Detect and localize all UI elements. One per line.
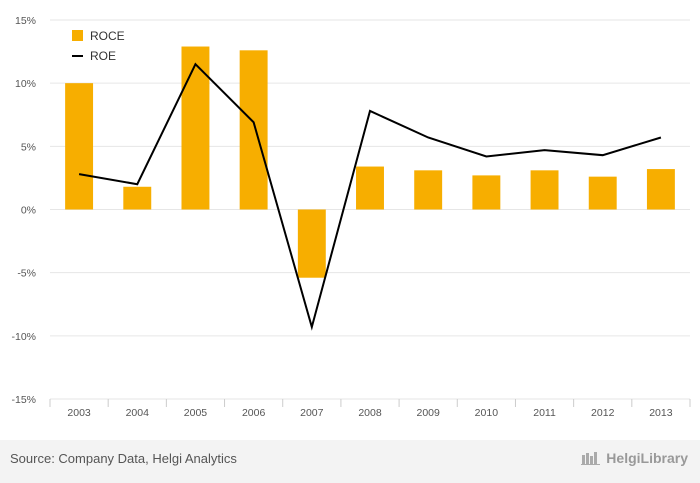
y-tick-label: 0% [21,205,36,217]
x-tick-label: 2004 [126,407,150,419]
roce-bar [646,169,675,210]
legend-roce-label: ROCE [90,29,125,43]
legend-roe-label: ROE [90,49,116,63]
x-tick-label: 2013 [649,407,673,419]
x-tick-label: 2008 [358,407,382,419]
roce-bar [472,175,501,210]
x-tick-label: 2006 [242,407,266,419]
roe-line [78,62,662,331]
y-tick-label: 15% [15,15,36,27]
library-icon [581,452,601,465]
y-tick-label: -5% [17,268,36,280]
roce-bar [588,176,617,210]
y-tick-label: 5% [21,141,36,153]
roce-bar [123,186,152,210]
roce-bar [356,166,384,210]
x-tick-label: 2012 [591,407,615,419]
y-tick-label: 10% [15,78,36,90]
y-tick-label: -10% [11,331,36,343]
x-tick-label: 2007 [300,407,324,419]
roce-bar [65,83,94,210]
x-tick-label: 2005 [184,407,208,419]
roce-bar [297,209,326,278]
chart: 15% 10% 5% 0% -5% -10% -15% 2003 2004 2005 2006 200… [11,15,691,419]
x-tick-label: 2009 [417,407,441,419]
brand-logo[interactable]: HelgiLibrary [581,450,688,466]
roce-bar [530,170,559,210]
y-tick-label: -15% [11,394,36,406]
legend-roce-swatch [72,30,83,41]
footer: Source: Company Data, Helgi Analytics He… [0,440,700,483]
roce-bar [414,170,443,210]
x-tick-label: 2003 [67,407,91,419]
x-tick-label: 2011 [533,407,556,419]
roce-bar [239,50,268,210]
brand-name: HelgiLibrary [606,450,688,466]
x-tick-label: 2010 [475,407,499,419]
roce-bar [181,46,210,210]
source-note: Source: Company Data, Helgi Analytics [10,451,237,466]
